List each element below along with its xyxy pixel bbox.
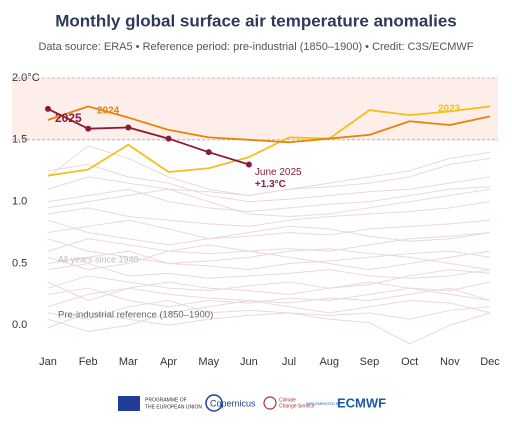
background-line	[47, 201, 491, 227]
point	[85, 125, 92, 132]
x-tick-label: Aug	[319, 356, 339, 368]
annotation: Pre-industrial reference (1850–1900)	[58, 310, 213, 321]
y-tick-label: 2.0°C	[12, 72, 40, 84]
point	[205, 149, 212, 156]
legend-label: 2025	[55, 111, 82, 125]
y-tick-label: 0.0	[12, 319, 27, 331]
background-line	[47, 186, 491, 213]
point	[165, 135, 172, 142]
annotation: June 2025	[255, 167, 302, 178]
x-tick-label: Mar	[119, 356, 138, 368]
chart-subtitle: Data source: ERA5 • Reference period: pr…	[38, 41, 473, 53]
series-line	[47, 108, 250, 166]
x-tick-label: Dec	[480, 356, 500, 368]
background-line	[47, 269, 491, 292]
background-line	[47, 145, 491, 196]
annotation: All years since 1940	[58, 254, 139, 264]
implemented-text: IMPLEMENTED BY	[306, 401, 342, 406]
x-tick-label: Apr	[160, 356, 177, 368]
eu-text: PROGRAMME OF	[145, 397, 187, 403]
background-line	[47, 262, 491, 279]
x-tick-label: Jan	[39, 356, 57, 368]
legend-label: 2024	[97, 106, 120, 117]
copernicus-text: Copernicus	[210, 398, 256, 408]
background-line	[47, 219, 491, 246]
x-tick-label: Sep	[360, 356, 380, 368]
y-tick-label: 0.5	[12, 257, 27, 269]
point	[125, 124, 132, 131]
legend-label: 2023	[438, 104, 461, 115]
point	[245, 161, 252, 168]
background-line	[47, 281, 491, 308]
threshold-band	[12, 78, 498, 140]
chart-title: Monthly global surface air temperature a…	[55, 11, 457, 30]
x-tick-label: Nov	[440, 356, 460, 368]
c3s-logo	[263, 396, 277, 410]
annotation: +1.3°C	[255, 179, 286, 190]
series-line	[47, 105, 491, 144]
copernicus-logo	[205, 394, 223, 412]
c3s-text: Climate	[279, 397, 296, 403]
series-line	[47, 105, 491, 177]
background-line	[47, 188, 491, 217]
x-tick-label: Jun	[240, 356, 258, 368]
background-line	[47, 232, 491, 255]
c3s-text: Change Service	[279, 403, 315, 409]
ecmwf-text: ECMWF	[337, 395, 386, 410]
footer: PROGRAMME OF THE EUROPEAN UNION Copernic…	[118, 394, 386, 412]
background-line	[47, 300, 491, 332]
background-line	[47, 300, 491, 320]
x-tick-label: May	[198, 356, 219, 368]
x-tick-label: Oct	[401, 356, 418, 368]
y-tick-label: 1.0	[12, 196, 27, 208]
eu-flag	[118, 396, 140, 411]
background-line	[47, 281, 491, 304]
point	[45, 105, 51, 112]
eu-text: THE EUROPEAN UNION	[145, 404, 202, 410]
x-tick-label: Jul	[282, 356, 296, 368]
background-line	[47, 250, 491, 271]
background-line	[47, 164, 491, 203]
x-tick-label: Feb	[79, 356, 98, 368]
background-line	[47, 244, 491, 271]
background-line	[47, 312, 491, 345]
background-line	[47, 281, 491, 308]
background-line	[47, 219, 491, 240]
